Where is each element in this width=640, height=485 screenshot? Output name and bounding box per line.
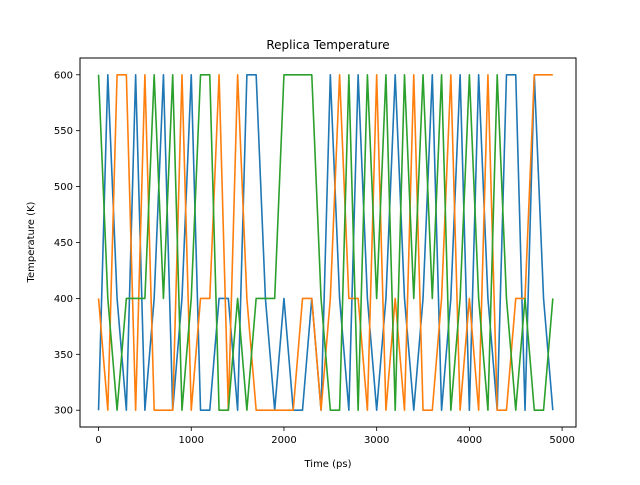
x-tick-label: 4000 xyxy=(457,435,482,446)
y-axis-label: Temperature (K) xyxy=(26,201,37,283)
y-tick-label: 450 xyxy=(54,238,73,249)
series-line-3 xyxy=(97,73,554,412)
x-tick-label: 5000 xyxy=(549,435,574,446)
x-axis: 0 1000 2000 3000 4000 5000 xyxy=(95,427,575,446)
y-tick-label: 350 xyxy=(54,350,73,361)
y-tick-label: 500 xyxy=(54,182,73,193)
chart-title: Replica Temperature xyxy=(266,38,389,52)
series-layer xyxy=(97,73,554,412)
x-tick-label: 2000 xyxy=(271,435,296,446)
series-line-1 xyxy=(97,73,554,412)
y-tick-label: 550 xyxy=(54,126,73,137)
x-tick-label: 1000 xyxy=(179,435,204,446)
y-tick-label: 300 xyxy=(54,406,73,417)
x-tick-label: 0 xyxy=(95,435,101,446)
y-axis: 300 350 400 450 500 550 600 xyxy=(54,70,80,417)
y-tick-label: 600 xyxy=(54,70,73,81)
x-axis-label: Time (ps) xyxy=(303,459,351,470)
x-tick-label: 3000 xyxy=(364,435,389,446)
y-tick-label: 400 xyxy=(54,294,73,305)
